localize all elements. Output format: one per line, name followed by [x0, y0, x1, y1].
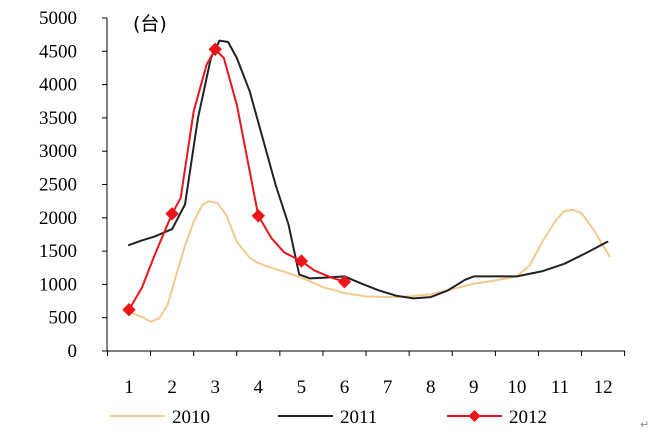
y-tick-label: 3500 — [39, 108, 77, 129]
y-tick-label: 1000 — [39, 274, 77, 295]
x-axis: 1 2 3 4 5 6 7 8 9 10 11 12 — [106, 350, 626, 398]
y-tick-label: 4000 — [39, 75, 77, 96]
y-tick-label: 3000 — [39, 141, 77, 162]
x-tick-label: 12 — [594, 377, 613, 398]
x-tick-label: 3 — [210, 377, 220, 398]
y-tick-label: 4500 — [39, 41, 77, 62]
y-tick-label: 0 — [68, 341, 78, 362]
x-tick-label: 4 — [254, 377, 264, 398]
data-point-2012 — [122, 303, 136, 317]
x-tick-label: 11 — [551, 377, 569, 398]
y-tick-label: 1500 — [39, 241, 77, 262]
legend-marker-2012 — [468, 410, 481, 422]
series-line-2010 — [128, 200, 611, 323]
y-tick-label: 5000 — [39, 8, 77, 29]
series-line-2011 — [128, 39, 609, 300]
legend: 2010 2011 2012 — [110, 407, 547, 428]
legend-label-2011: 2011 — [340, 407, 377, 428]
y-axis: 0 500 1000 1500 2000 2500 3000 3500 4000 4500 5000 — [39, 8, 108, 362]
data-point-2012 — [294, 254, 309, 268]
y-tick-label: 500 — [49, 308, 78, 329]
data-point-2012 — [337, 275, 352, 289]
x-tick-label: 5 — [297, 377, 307, 398]
data-point-2012 — [165, 207, 179, 221]
series-lines — [122, 39, 611, 323]
paragraph-mark: ↵ — [640, 418, 649, 431]
x-tick-label: 1 — [124, 377, 134, 398]
data-point-2012 — [251, 209, 266, 223]
x-tick-label: 9 — [469, 377, 479, 398]
y-unit-label: (台) — [133, 13, 167, 35]
legend-label-2010: 2010 — [172, 407, 210, 428]
x-tick-label: 2 — [167, 377, 177, 398]
legend-label-2012: 2012 — [509, 407, 547, 428]
y-tick-label: 2500 — [39, 175, 77, 196]
x-tick-label: 8 — [426, 377, 436, 398]
data-point-2012 — [208, 42, 222, 57]
x-tick-label: 6 — [340, 377, 350, 398]
x-tick-label: 10 — [507, 377, 526, 398]
y-tick-label: 2000 — [39, 208, 77, 229]
series-line-2012 — [128, 48, 346, 311]
x-tick-label: 7 — [383, 377, 393, 398]
